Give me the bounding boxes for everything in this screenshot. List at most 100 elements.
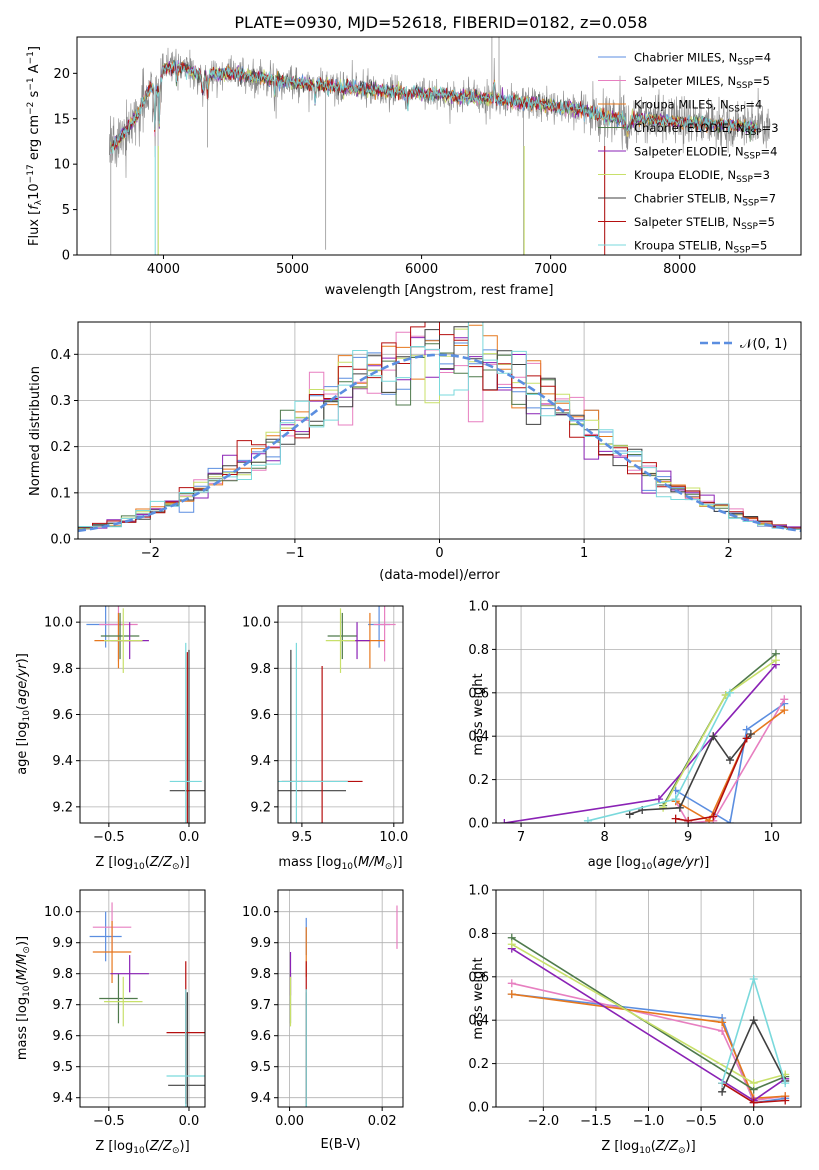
mass-weight-marker [749,1079,758,1088]
y-tick-label: 9.8 [250,967,271,982]
y-tick-label: 0.0 [468,1101,489,1116]
y-axis-label: Flux [fλ10−17 erg cm−2 s−1 A−1] [26,46,44,246]
mass-weight-line [629,733,752,816]
y-tick-label: 1.0 [468,884,489,899]
age_vs_Z-panel-plot-area [86,606,205,823]
mass-weight-marker [771,656,780,665]
y-tick-label: 0.8 [468,927,489,942]
y-tick-label: 0.2 [468,773,489,788]
x-tick-label: −1.0 [633,1114,665,1129]
x-axis-label: Z [log10(Z/Z⊙)] [601,1139,695,1156]
age_vs_mass-panel-plot-area [278,606,396,823]
age_vs_Z-panel: −0.5 0.0 9.2 9.4 9.6 9.8 10.0 Z [log10(Z/Z⊙)] ag… [15,605,206,872]
y-tick-label: 9.5 [52,1060,73,1075]
x-tick-label: −0.5 [685,1114,717,1129]
y-tick-label: 15 [53,112,70,127]
mass-weight-line [675,698,785,823]
legend-label: Kroupa STELIB, NSSP=5 [634,239,767,256]
spectrum-panel: 4000 5000 6000 7000 8000 0 5 10 15 20 wavelength [… [26,36,802,298]
spectrum-legend: Chabrier MILES, NSSP=4 Salpeter MILES, NS… [598,51,779,256]
mass-weight-marker [500,819,509,823]
mass-weight-marker [583,816,592,823]
x-axis-label: mass [log10(M/M⊙)] [278,855,402,872]
spectrum-panel-plot-area [109,37,771,255]
mass_weight_vs_age-panel: 7 8 9 10 0.0 0.2 0.4 0.6 0.8 1.0 age [log10(age/yr… [468,600,802,872]
x-tick-label: 7000 [534,262,567,277]
y-tick-label: 10.0 [44,905,73,920]
mass-weight-marker [659,803,668,812]
mass-weight-marker [746,730,755,739]
legend-label: 𝒩(0, 1) [740,337,787,352]
mass_vs_ebv-panel-frame [277,889,404,1108]
y-axis-label: mass weight [471,673,486,755]
mass_vs_Z-panel: −0.5 0.0 9.4 9.5 9.6 9.7 9.8 9.9 10.0 Z [log10(Z/… [15,889,206,1156]
mass_weight_vs_Z-panel-plot-area [507,933,790,1107]
x-axis-label: Z [log10(Z/Z⊙)] [95,1139,189,1156]
y-tick-label: 0.2 [50,440,71,455]
x-tick-label: 0.0 [179,830,200,845]
mass-weight-marker [718,1079,727,1088]
mass-weight-marker [671,795,680,804]
y-tick-label: 0.2 [468,1057,489,1072]
y-tick-label: 9.9 [52,936,73,951]
legend-label: Kroupa ELODIE, NSSP=3 [634,168,770,185]
y-tick-label: 9.2 [52,800,73,815]
legend-label: Chabrier ELODIE, NSSP=3 [634,121,779,138]
y-tick-label: 0.0 [468,817,489,832]
legend-label: Salpeter MILES, NSSP=5 [634,74,770,91]
y-tick-label: 0.6 [468,970,489,985]
y-tick-label: 0.0 [50,533,71,548]
x-tick-label: 7 [517,830,525,845]
mass-weight-marker [718,1087,727,1096]
y-tick-label: 0.6 [468,686,489,701]
y-tick-label: 1.0 [468,600,489,615]
x-tick-label: 8 [600,830,608,845]
y-tick-label: 9.8 [250,662,271,677]
y-tick-label: 10 [53,158,70,173]
mass-weight-marker [725,756,734,765]
mass_vs_Z-panel-frame [79,889,206,1108]
mass-weight-marker [725,688,734,697]
mass-weight-marker [625,810,634,819]
mass-weight-marker [709,812,718,821]
mass-weight-marker [671,814,680,823]
mass-weight-marker [742,725,751,734]
y-tick-label: 0.4 [468,1014,489,1029]
age_vs_mass-panel: 9.5 10.0 9.2 9.4 9.6 9.8 10.0 mass [log10(M/M⊙)… [242,605,408,872]
y-tick-label: 9.2 [250,800,271,815]
y-tick-label: 0.3 [50,394,71,409]
y-tick-label: 9.6 [52,1029,73,1044]
y-tick-label: 10.0 [242,616,271,631]
y-tick-label: 0.1 [50,486,71,501]
y-tick-label: 9.8 [52,662,73,677]
mass-weight-marker [709,732,718,741]
mass_weight_vs_Z-panel: −2.0 −1.5 −1.0 −0.5 0.0 0.0 0.2 0.4 0.6 0.8 1.0 Z [… [468,884,802,1156]
x-tick-label: −0.5 [93,1114,125,1129]
y-tick-label: 9.6 [250,1029,271,1044]
x-tick-label: 9 [684,830,692,845]
y-tick-label: 9.7 [52,998,73,1013]
histogram-step-line [78,322,801,530]
x-tick-label: −1 [285,546,304,561]
x-tick-label: 5000 [276,262,309,277]
x-tick-label: 0.0 [179,1114,200,1129]
y-tick-label: 10.0 [44,616,73,631]
spectrum-model-line [110,61,758,155]
x-tick-label: −2.0 [528,1114,560,1129]
y-tick-label: 9.4 [250,754,271,769]
histogram-step-line [78,322,801,529]
x-tick-label: −0.5 [93,830,125,845]
mass_vs_Z-panel-plot-area [89,902,205,1107]
mass-weight-marker [749,1016,758,1025]
x-axis-label: E(B-V) [320,1137,360,1152]
y-axis-label: mass weight [471,957,486,1039]
x-tick-label: 10.0 [379,830,408,845]
mass-weight-line [511,982,786,1102]
mass-weight-marker [725,819,734,823]
legend-label: Kroupa MILES, NSSP=4 [634,98,762,115]
y-tick-label: 9.9 [250,936,271,951]
y-tick-label: 0 [62,249,70,264]
y-tick-label: 0.8 [468,643,489,658]
x-tick-label: 0.0 [743,1114,764,1129]
x-tick-label: 0 [435,546,443,561]
